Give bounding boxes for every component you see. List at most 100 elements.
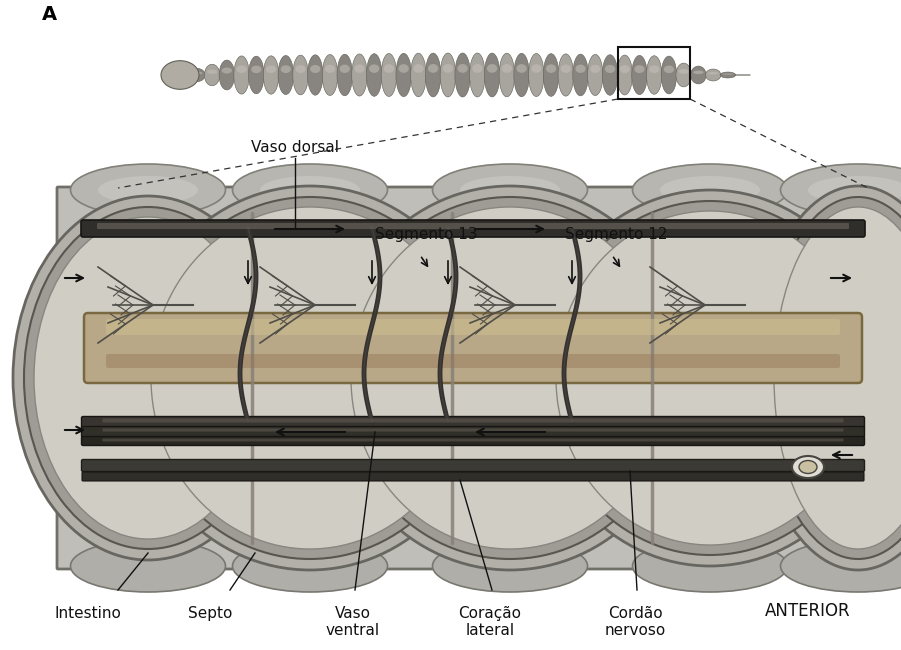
Ellipse shape (799, 460, 817, 473)
Ellipse shape (442, 64, 453, 73)
Ellipse shape (296, 65, 305, 73)
Ellipse shape (676, 63, 691, 87)
Ellipse shape (222, 68, 232, 73)
Ellipse shape (458, 64, 468, 73)
Ellipse shape (141, 197, 479, 559)
Text: A: A (42, 5, 57, 24)
FancyBboxPatch shape (97, 223, 849, 229)
Ellipse shape (70, 164, 225, 216)
Text: Vaso
ventral: Vaso ventral (326, 606, 380, 638)
Ellipse shape (381, 53, 396, 96)
FancyBboxPatch shape (103, 419, 843, 422)
Ellipse shape (472, 64, 483, 73)
Ellipse shape (678, 69, 689, 74)
Ellipse shape (620, 65, 630, 73)
Ellipse shape (351, 54, 368, 96)
Ellipse shape (634, 65, 644, 73)
Ellipse shape (323, 55, 338, 96)
Text: Segmento 12: Segmento 12 (565, 227, 668, 242)
Ellipse shape (633, 164, 787, 216)
FancyBboxPatch shape (103, 428, 843, 432)
Ellipse shape (529, 53, 544, 97)
Ellipse shape (340, 64, 350, 73)
Ellipse shape (617, 55, 633, 95)
FancyBboxPatch shape (106, 354, 840, 368)
Ellipse shape (414, 64, 423, 73)
Text: Vaso dorsal: Vaso dorsal (251, 140, 339, 155)
Ellipse shape (753, 186, 901, 570)
Ellipse shape (546, 64, 556, 73)
Ellipse shape (337, 54, 352, 96)
Ellipse shape (576, 64, 586, 73)
Ellipse shape (354, 64, 365, 73)
Text: Cordão
nervoso: Cordão nervoso (605, 606, 666, 638)
Ellipse shape (502, 64, 512, 73)
Ellipse shape (708, 72, 718, 74)
Ellipse shape (441, 53, 456, 97)
Ellipse shape (633, 540, 787, 592)
Ellipse shape (293, 55, 308, 95)
Ellipse shape (249, 56, 264, 94)
Ellipse shape (325, 65, 335, 73)
Ellipse shape (266, 66, 277, 73)
Ellipse shape (532, 64, 542, 73)
Ellipse shape (398, 64, 409, 73)
Ellipse shape (691, 66, 706, 84)
FancyBboxPatch shape (84, 313, 862, 383)
Ellipse shape (516, 64, 527, 73)
Ellipse shape (649, 66, 660, 73)
FancyBboxPatch shape (81, 460, 864, 471)
Ellipse shape (280, 65, 291, 73)
Ellipse shape (764, 197, 901, 559)
Ellipse shape (514, 53, 529, 97)
FancyBboxPatch shape (57, 187, 889, 569)
Ellipse shape (455, 53, 470, 97)
Ellipse shape (808, 176, 901, 204)
Ellipse shape (556, 211, 864, 545)
Ellipse shape (24, 207, 272, 549)
Ellipse shape (34, 217, 262, 539)
Ellipse shape (590, 65, 600, 73)
Ellipse shape (307, 55, 323, 95)
Ellipse shape (236, 66, 247, 73)
Ellipse shape (234, 56, 250, 94)
Ellipse shape (774, 207, 901, 549)
Ellipse shape (460, 176, 560, 204)
Bar (618, 47, 690, 99)
Ellipse shape (219, 60, 234, 90)
Ellipse shape (693, 71, 704, 74)
Ellipse shape (535, 190, 885, 566)
Ellipse shape (587, 55, 603, 96)
Ellipse shape (189, 68, 205, 82)
Ellipse shape (369, 64, 379, 73)
Ellipse shape (367, 54, 382, 96)
Ellipse shape (278, 55, 294, 94)
FancyBboxPatch shape (81, 437, 864, 445)
Text: Coração
lateral: Coração lateral (459, 606, 522, 638)
Ellipse shape (792, 456, 824, 478)
Ellipse shape (660, 176, 760, 204)
FancyBboxPatch shape (82, 472, 864, 481)
Ellipse shape (310, 65, 321, 73)
Ellipse shape (232, 540, 387, 592)
Ellipse shape (161, 60, 199, 89)
Ellipse shape (664, 66, 674, 73)
Ellipse shape (560, 64, 571, 73)
Ellipse shape (605, 65, 615, 73)
Ellipse shape (98, 176, 198, 204)
Ellipse shape (558, 54, 574, 96)
Ellipse shape (432, 164, 587, 216)
Ellipse shape (151, 207, 469, 549)
Ellipse shape (351, 207, 669, 549)
FancyBboxPatch shape (103, 439, 843, 441)
Text: Septo: Septo (187, 606, 232, 621)
Ellipse shape (632, 55, 647, 95)
Ellipse shape (485, 53, 500, 97)
Ellipse shape (780, 540, 901, 592)
Ellipse shape (260, 176, 360, 204)
Ellipse shape (330, 186, 690, 570)
Ellipse shape (487, 64, 497, 73)
Ellipse shape (192, 72, 203, 74)
Ellipse shape (469, 53, 485, 97)
FancyBboxPatch shape (81, 220, 865, 237)
